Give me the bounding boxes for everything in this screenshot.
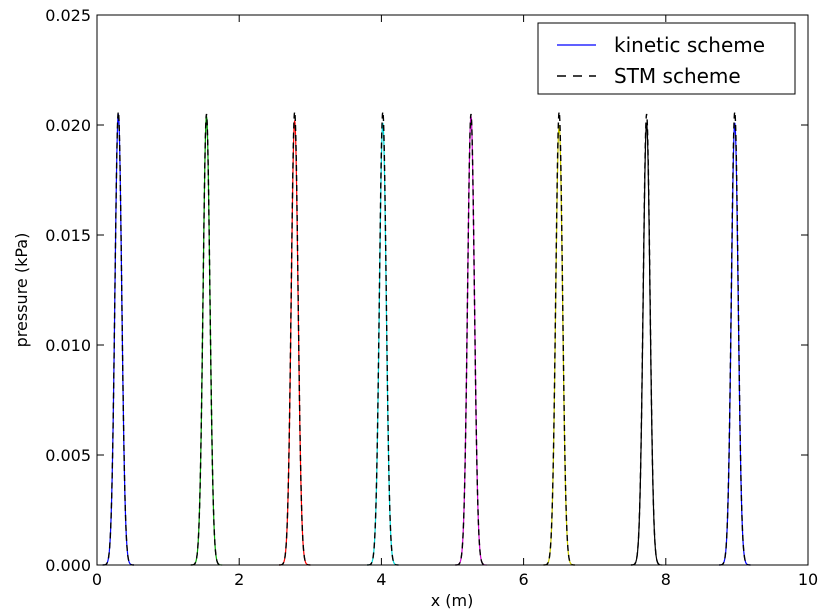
stm-curve-1: [102, 111, 134, 566]
legend-box: [537, 22, 796, 95]
x-tick-label: 4: [376, 570, 386, 589]
plot-frame: [96, 14, 809, 566]
stm-curve-5: [455, 113, 487, 566]
stm-curve-4: [367, 111, 399, 566]
y-axis-title: pressure (kPa): [12, 233, 31, 348]
stm-curve-3: [278, 111, 311, 566]
x-tick-label: 2: [234, 570, 244, 589]
stm-curve-6: [543, 111, 575, 566]
curves-layer: [102, 111, 751, 566]
legend-label-stm: STM scheme: [614, 64, 741, 88]
x-tick-label: 0: [92, 570, 102, 589]
legend: kinetic scheme STM scheme: [537, 22, 796, 95]
plot-background: [97, 15, 808, 565]
x-tick-label: 8: [661, 570, 671, 589]
y-tick-label: 0.010: [45, 336, 91, 355]
kinetic-curve-6: [543, 124, 575, 566]
x-tick-label: 6: [519, 570, 529, 589]
y-tick-label: 0.000: [45, 556, 91, 575]
stm-curve-8: [719, 111, 751, 566]
y-tick-label: 0.025: [45, 6, 91, 25]
kinetic-curve-8: [719, 122, 751, 566]
y-tick-label: 0.005: [45, 446, 91, 465]
y-tick-label: 0.020: [45, 116, 91, 135]
y-tick-label: 0.015: [45, 226, 91, 245]
x-tick-label: 10: [798, 570, 818, 589]
legend-label-kinetic: kinetic scheme: [614, 33, 765, 57]
x-axis-title: x (m): [431, 591, 474, 610]
kinetic-curve-4: [367, 122, 399, 566]
stm-curve-7: [630, 113, 663, 566]
stm-curve-2: [190, 113, 223, 566]
ticks-layer: 0 2 4 6 8 10 0.000 0.005 0.010 0.015 0.020 0.025: [45, 6, 818, 589]
